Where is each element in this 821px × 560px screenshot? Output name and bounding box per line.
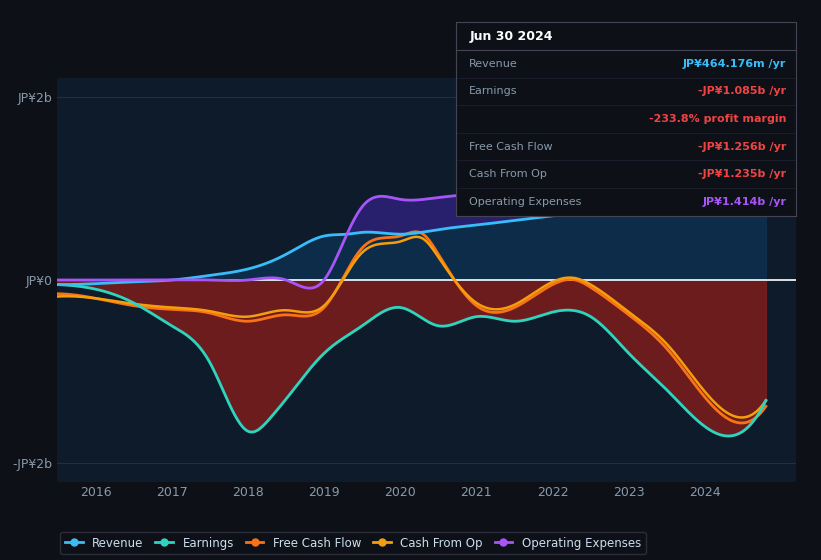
Text: -JP¥1.235b /yr: -JP¥1.235b /yr (698, 169, 787, 179)
Text: JP¥1.414b /yr: JP¥1.414b /yr (702, 197, 787, 207)
Text: -JP¥1.085b /yr: -JP¥1.085b /yr (698, 86, 787, 96)
Text: -JP¥1.256b /yr: -JP¥1.256b /yr (698, 142, 787, 152)
Text: Free Cash Flow: Free Cash Flow (470, 142, 553, 152)
Text: -233.8% profit margin: -233.8% profit margin (649, 114, 787, 124)
Text: Operating Expenses: Operating Expenses (470, 197, 581, 207)
Text: Cash From Op: Cash From Op (470, 169, 547, 179)
Text: Revenue: Revenue (470, 59, 518, 69)
Text: Earnings: Earnings (470, 86, 518, 96)
Text: JP¥464.176m /yr: JP¥464.176m /yr (683, 59, 787, 69)
Text: Jun 30 2024: Jun 30 2024 (470, 30, 553, 43)
Legend: Revenue, Earnings, Free Cash Flow, Cash From Op, Operating Expenses: Revenue, Earnings, Free Cash Flow, Cash … (61, 532, 645, 554)
